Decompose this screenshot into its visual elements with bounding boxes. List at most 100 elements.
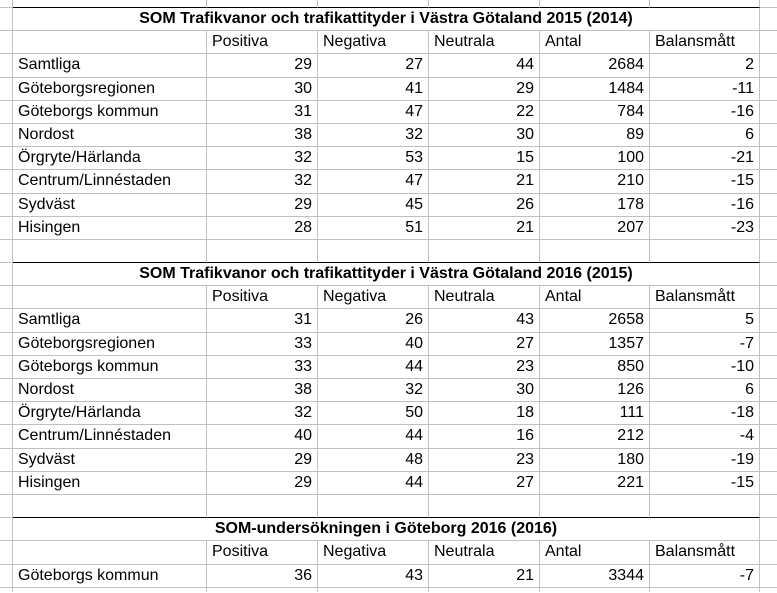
column-header[interactable]: Balansmått [650, 286, 760, 310]
row-label[interactable]: Göteborgsregionen [13, 332, 207, 356]
cell-value[interactable]: 21 [429, 216, 540, 240]
cell-value[interactable]: 21 [429, 564, 540, 588]
table-title[interactable]: SOM-undersökningen i Göteborg 2016 (2016… [13, 518, 760, 542]
cell-value[interactable]: 180 [540, 448, 650, 472]
cell-value[interactable]: 51 [318, 216, 429, 240]
cell-value[interactable]: 784 [540, 100, 650, 124]
cell-value[interactable]: 29 [207, 448, 318, 472]
cell-value[interactable]: 38 [207, 379, 318, 403]
cell-value[interactable]: 15 [429, 147, 540, 171]
cell-value[interactable]: 2684 [540, 54, 650, 78]
row-label[interactable]: Centrum/Linnéstaden [13, 170, 207, 194]
cell-value[interactable]: 31 [207, 309, 318, 333]
cell-value[interactable]: 31 [207, 100, 318, 124]
cell-value[interactable]: 126 [540, 379, 650, 403]
cell-value[interactable]: 29 [207, 54, 318, 78]
cell-value[interactable]: 221 [540, 471, 650, 495]
row-label[interactable]: Örgryte/Härlanda [13, 147, 207, 171]
cell-value[interactable]: 45 [318, 193, 429, 217]
cell-value[interactable]: 2 [650, 54, 760, 78]
cell-value[interactable]: -7 [650, 332, 760, 356]
column-header[interactable]: Antal [540, 286, 650, 310]
row-label[interactable]: Göteborgs kommun [13, 564, 207, 588]
row-label[interactable]: Samtliga [13, 54, 207, 78]
column-header[interactable]: Neutrala [429, 541, 540, 565]
cell-value[interactable]: 33 [207, 332, 318, 356]
cell-value[interactable]: 32 [318, 379, 429, 403]
row-label-header-cell[interactable] [13, 286, 207, 310]
cell-value[interactable]: 48 [318, 448, 429, 472]
cell-value[interactable]: -16 [650, 100, 760, 124]
row-label[interactable]: Nordost [13, 379, 207, 403]
row-label[interactable]: Hisingen [13, 216, 207, 240]
cell-value[interactable]: -23 [650, 216, 760, 240]
table-title[interactable]: SOM Trafikvanor och trafikattityder i Vä… [13, 8, 760, 32]
cell-value[interactable]: 30 [429, 379, 540, 403]
cell-value[interactable]: 27 [429, 471, 540, 495]
column-header[interactable]: Balansmått [650, 541, 760, 565]
column-header[interactable]: Positiva [207, 286, 318, 310]
row-label[interactable]: Sydväst [13, 193, 207, 217]
row-label[interactable]: Centrum/Linnéstaden [13, 425, 207, 449]
cell-value[interactable]: 30 [429, 123, 540, 148]
cell-value[interactable]: 23 [429, 448, 540, 472]
cell-value[interactable]: 26 [318, 309, 429, 333]
column-header[interactable]: Negativa [318, 31, 429, 55]
column-header[interactable]: Positiva [207, 541, 318, 565]
cell-value[interactable]: 6 [650, 123, 760, 148]
cell-value[interactable]: 43 [429, 309, 540, 333]
cell-value[interactable]: 44 [318, 471, 429, 495]
cell-value[interactable]: 26 [429, 193, 540, 217]
cell-value[interactable]: -18 [650, 402, 760, 426]
cell-value[interactable]: -21 [650, 147, 760, 171]
cell-value[interactable]: 41 [318, 77, 429, 101]
cell-value[interactable]: 28 [207, 216, 318, 240]
cell-value[interactable]: 29 [207, 471, 318, 495]
cell-value[interactable]: 1357 [540, 332, 650, 356]
cell-value[interactable]: 32 [207, 170, 318, 194]
cell-value[interactable]: 22 [429, 100, 540, 124]
row-label[interactable]: Samtliga [13, 309, 207, 333]
cell-value[interactable]: -7 [650, 564, 760, 588]
column-header[interactable]: Positiva [207, 31, 318, 55]
cell-value[interactable]: 38 [207, 123, 318, 148]
column-header[interactable]: Negativa [318, 286, 429, 310]
cell-value[interactable]: 2658 [540, 309, 650, 333]
cell-value[interactable]: 43 [318, 564, 429, 588]
cell-value[interactable]: -11 [650, 77, 760, 101]
cell-value[interactable]: 212 [540, 425, 650, 449]
cell-value[interactable]: 27 [429, 332, 540, 356]
cell-value[interactable]: 18 [429, 402, 540, 426]
cell-value[interactable]: 29 [207, 193, 318, 217]
cell-value[interactable]: 6 [650, 379, 760, 403]
cell-value[interactable]: 111 [540, 402, 650, 426]
cell-value[interactable]: 29 [429, 77, 540, 101]
cell-value[interactable]: -10 [650, 355, 760, 379]
column-header[interactable]: Antal [540, 31, 650, 55]
cell-value[interactable]: 3344 [540, 564, 650, 588]
cell-value[interactable]: 40 [207, 425, 318, 449]
cell-value[interactable]: 44 [429, 54, 540, 78]
cell-value[interactable]: -19 [650, 448, 760, 472]
cell-value[interactable]: 44 [318, 355, 429, 379]
cell-value[interactable]: 27 [318, 54, 429, 78]
cell-value[interactable]: 89 [540, 123, 650, 148]
cell-value[interactable]: 40 [318, 332, 429, 356]
row-label[interactable]: Sydväst [13, 448, 207, 472]
row-label[interactable]: Göteborgs kommun [13, 355, 207, 379]
cell-value[interactable]: 5 [650, 309, 760, 333]
cell-value[interactable]: 21 [429, 170, 540, 194]
cell-value[interactable]: 23 [429, 355, 540, 379]
cell-value[interactable]: 32 [207, 402, 318, 426]
cell-value[interactable]: 30 [207, 77, 318, 101]
cell-value[interactable]: -15 [650, 471, 760, 495]
cell-value[interactable]: 850 [540, 355, 650, 379]
row-label[interactable]: Hisingen [13, 471, 207, 495]
column-header[interactable]: Balansmått [650, 31, 760, 55]
row-label[interactable]: Göteborgs kommun [13, 100, 207, 124]
row-label[interactable]: Göteborgsregionen [13, 77, 207, 101]
row-label-header-cell[interactable] [13, 31, 207, 55]
row-label-header-cell[interactable] [13, 541, 207, 565]
cell-value[interactable]: 47 [318, 170, 429, 194]
cell-value[interactable]: 36 [207, 564, 318, 588]
